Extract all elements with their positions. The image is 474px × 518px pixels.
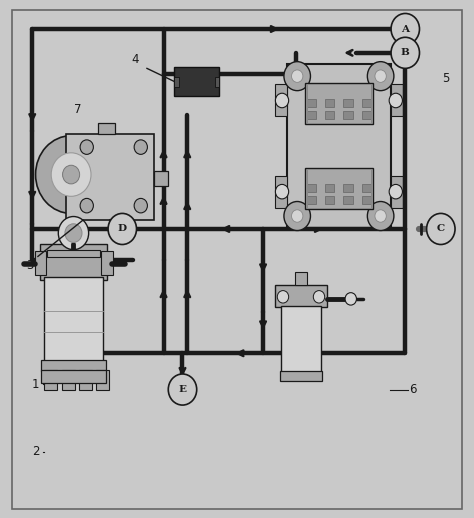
Text: 6: 6: [409, 383, 416, 396]
Circle shape: [391, 37, 419, 68]
Bar: [305, 168, 373, 209]
Bar: [96, 370, 109, 390]
Bar: [362, 196, 371, 204]
Bar: [305, 83, 373, 124]
Circle shape: [284, 202, 310, 231]
Bar: [44, 370, 57, 390]
Bar: [79, 370, 92, 390]
Circle shape: [292, 210, 303, 222]
Bar: [307, 84, 371, 123]
Circle shape: [63, 165, 80, 184]
Bar: [275, 285, 327, 307]
Circle shape: [389, 184, 402, 199]
Circle shape: [277, 291, 289, 303]
Circle shape: [345, 293, 356, 305]
Bar: [109, 219, 121, 226]
Circle shape: [51, 153, 91, 196]
Text: 5: 5: [442, 72, 449, 85]
Circle shape: [313, 291, 325, 303]
Text: B: B: [401, 48, 410, 57]
Circle shape: [375, 70, 386, 82]
Circle shape: [36, 136, 107, 213]
Circle shape: [275, 184, 289, 199]
Circle shape: [80, 140, 93, 154]
Circle shape: [284, 62, 310, 91]
Bar: [307, 169, 371, 208]
Bar: [343, 99, 353, 107]
Circle shape: [80, 198, 93, 213]
Circle shape: [292, 70, 303, 82]
Bar: [325, 99, 335, 107]
Circle shape: [427, 213, 455, 244]
Bar: [41, 360, 106, 371]
Bar: [295, 272, 307, 285]
Bar: [174, 77, 179, 87]
Bar: [66, 134, 154, 220]
Bar: [307, 184, 316, 192]
Bar: [40, 244, 107, 280]
Text: 2: 2: [32, 445, 39, 458]
Bar: [307, 196, 316, 204]
Circle shape: [65, 224, 82, 242]
Bar: [275, 176, 287, 208]
Text: D: D: [118, 224, 127, 234]
Circle shape: [168, 374, 197, 405]
Bar: [41, 370, 106, 383]
Text: 1: 1: [32, 378, 39, 391]
Text: A: A: [401, 24, 409, 34]
Bar: [154, 171, 168, 186]
Bar: [362, 111, 371, 119]
Circle shape: [389, 93, 402, 108]
Bar: [362, 184, 371, 192]
Bar: [47, 250, 100, 257]
Bar: [307, 111, 316, 119]
Bar: [325, 184, 335, 192]
Bar: [343, 111, 353, 119]
Bar: [362, 99, 371, 107]
Text: 3: 3: [26, 258, 33, 272]
Bar: [287, 64, 391, 228]
Circle shape: [275, 93, 289, 108]
Bar: [174, 67, 219, 96]
Bar: [275, 84, 287, 116]
Text: E: E: [179, 385, 186, 394]
Bar: [343, 196, 353, 204]
Bar: [280, 371, 322, 381]
Bar: [35, 251, 46, 275]
Bar: [391, 176, 403, 208]
Bar: [281, 306, 321, 375]
Bar: [101, 251, 113, 275]
Circle shape: [391, 13, 419, 45]
Circle shape: [134, 198, 147, 213]
Bar: [215, 77, 219, 87]
Circle shape: [58, 217, 89, 250]
Text: 4: 4: [131, 52, 139, 66]
Text: C: C: [437, 224, 445, 234]
Text: 7: 7: [74, 103, 82, 117]
Circle shape: [108, 213, 137, 244]
Bar: [62, 370, 75, 390]
Bar: [307, 99, 316, 107]
Bar: [44, 277, 103, 363]
Bar: [343, 184, 353, 192]
Bar: [391, 84, 403, 116]
Circle shape: [375, 210, 386, 222]
Circle shape: [134, 140, 147, 154]
Bar: [325, 196, 335, 204]
Circle shape: [367, 62, 394, 91]
Circle shape: [367, 202, 394, 231]
Bar: [98, 123, 115, 134]
Bar: [325, 111, 335, 119]
